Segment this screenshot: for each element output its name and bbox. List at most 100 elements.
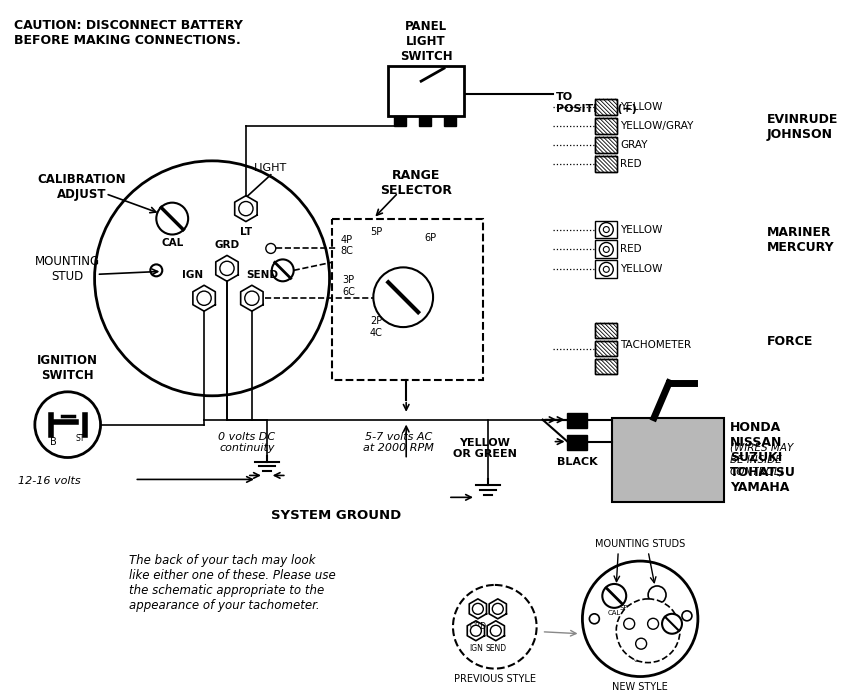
Bar	[595, 341, 617, 356]
Text: The back of your tach may look
like either one of these. Please use
the schemati: The back of your tach may look like eith…	[129, 554, 336, 612]
Text: LIGHT: LIGHT	[254, 163, 287, 173]
Bar	[568, 412, 587, 428]
Bar	[419, 116, 431, 126]
Text: ST: ST	[75, 433, 85, 442]
Circle shape	[95, 161, 329, 396]
Bar	[595, 137, 617, 153]
Text: FORCE: FORCE	[767, 335, 813, 347]
Bar	[595, 156, 617, 172]
Text: MOUNTING
STUD: MOUNTING STUD	[35, 255, 100, 283]
Bar	[595, 118, 617, 134]
Bar	[595, 261, 617, 278]
Text: 4P
8C: 4P 8C	[340, 234, 353, 256]
Text: PANEL
LIGHT
SWITCH: PANEL LIGHT SWITCH	[400, 20, 452, 64]
Bar	[388, 66, 464, 116]
Text: RANGE
SELECTOR: RANGE SELECTOR	[380, 168, 452, 197]
Circle shape	[272, 259, 294, 281]
Bar	[595, 323, 617, 338]
Text: LT: LT	[653, 607, 661, 613]
Text: TO
POSITIVE (+): TO POSITIVE (+)	[556, 92, 636, 114]
Bar	[444, 116, 456, 126]
Bar	[612, 418, 724, 503]
Bar	[595, 156, 617, 172]
Circle shape	[599, 222, 613, 236]
Bar	[595, 99, 617, 115]
Text: YELLOW/GRAY: YELLOW/GRAY	[620, 121, 693, 131]
Bar	[595, 240, 617, 259]
Text: BEFORE MAKING CONNECTIONS.: BEFORE MAKING CONNECTIONS.	[14, 34, 241, 48]
Circle shape	[197, 291, 211, 305]
Circle shape	[602, 584, 626, 608]
Text: NEW STYLE: NEW STYLE	[612, 682, 668, 691]
Text: GRAY: GRAY	[620, 140, 648, 150]
Text: HONDA
NISSAN
SUZUKI
TOHATSU
YAMAHA: HONDA NISSAN SUZUKI TOHATSU YAMAHA	[730, 421, 796, 493]
Circle shape	[604, 266, 610, 273]
Text: MOUNTING STUDS: MOUNTING STUDS	[595, 539, 685, 549]
Text: IGN: IGN	[181, 271, 203, 280]
Text: 6P: 6P	[424, 233, 436, 243]
Text: (WIRES MAY
BE INSIDE
CONTROL): (WIRES MAY BE INSIDE CONTROL)	[730, 443, 793, 476]
Text: YELLOW
OR GREEN: YELLOW OR GREEN	[453, 438, 516, 459]
Bar	[595, 323, 617, 338]
Text: GRD: GRD	[469, 622, 486, 630]
Circle shape	[599, 262, 613, 276]
Text: CAL: CAL	[161, 238, 183, 248]
Text: 2P
4C: 2P 4C	[370, 316, 383, 338]
Text: LT: LT	[240, 226, 252, 236]
Bar	[595, 118, 617, 134]
Text: SEND: SEND	[620, 605, 639, 611]
Text: MARINER
MERCURY: MARINER MERCURY	[767, 226, 834, 254]
Text: IGN: IGN	[469, 644, 483, 653]
Bar	[394, 116, 406, 126]
Bar	[595, 359, 617, 374]
Circle shape	[453, 585, 537, 668]
Text: 3P
6C: 3P 6C	[342, 275, 355, 297]
Circle shape	[662, 614, 682, 634]
Text: CAL: CAL	[608, 610, 621, 616]
Circle shape	[648, 586, 666, 604]
Text: 5P: 5P	[370, 226, 382, 236]
Bar	[595, 99, 617, 115]
Text: CALIBRATION
ADJUST: CALIBRATION ADJUST	[38, 173, 126, 201]
Bar	[568, 435, 587, 449]
Circle shape	[647, 619, 658, 629]
Circle shape	[599, 243, 613, 257]
Bar	[332, 219, 483, 380]
Text: TACHOMETER: TACHOMETER	[620, 340, 692, 350]
Circle shape	[682, 611, 692, 621]
Circle shape	[150, 264, 162, 276]
Circle shape	[245, 291, 259, 305]
Bar	[595, 221, 617, 238]
Circle shape	[473, 603, 483, 614]
Text: SEND: SEND	[246, 271, 278, 280]
Text: RED: RED	[620, 159, 642, 169]
Circle shape	[589, 614, 599, 624]
Text: PREVIOUS STYLE: PREVIOUS STYLE	[454, 674, 536, 684]
Circle shape	[616, 599, 680, 663]
Text: YELLOW: YELLOW	[620, 264, 663, 274]
Circle shape	[35, 392, 101, 458]
Circle shape	[470, 626, 481, 636]
Text: CAUTION: DISCONNECT BATTERY: CAUTION: DISCONNECT BATTERY	[14, 20, 243, 32]
Text: GRD: GRD	[634, 656, 649, 663]
Circle shape	[220, 261, 234, 275]
Circle shape	[156, 203, 188, 234]
Text: GRD: GRD	[215, 240, 239, 250]
Bar	[595, 341, 617, 356]
Circle shape	[492, 603, 504, 614]
Text: B: B	[50, 437, 57, 447]
Text: IGN: IGN	[646, 605, 659, 611]
Text: IGNITION
SWITCH: IGNITION SWITCH	[38, 354, 98, 382]
Text: YELLOW: YELLOW	[620, 224, 663, 235]
Text: 12-16 volts: 12-16 volts	[18, 477, 80, 487]
Circle shape	[604, 247, 610, 252]
Text: YELLOW: YELLOW	[620, 102, 663, 112]
Circle shape	[582, 561, 698, 677]
Circle shape	[490, 626, 501, 636]
Circle shape	[239, 201, 253, 216]
Text: SEND: SEND	[486, 644, 506, 653]
Circle shape	[635, 638, 646, 649]
Text: SYSTEM GROUND: SYSTEM GROUND	[271, 510, 402, 522]
Text: BLACK: BLACK	[557, 456, 598, 466]
Text: 0 volts DC
continuity: 0 volts DC continuity	[218, 432, 275, 453]
